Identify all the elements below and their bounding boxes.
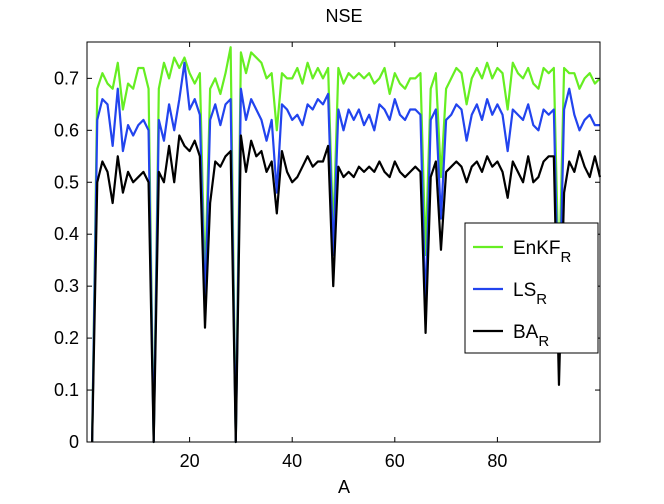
axes-box xyxy=(86,41,601,443)
legend-label-name: BA xyxy=(513,322,539,343)
y-tick-label: 0.2 xyxy=(54,328,79,348)
x-axis: 20 40 60 80 xyxy=(180,42,507,471)
legend-label-2: BAR xyxy=(513,322,549,350)
y-tick-label: 0 xyxy=(69,432,79,452)
plot-lines xyxy=(91,46,602,444)
x-tick-label: 80 xyxy=(487,451,507,471)
y-axis: 0 0.1 0.2 0.3 0.4 0.5 0.6 0.7 xyxy=(54,68,600,452)
y-tick-label: 0.5 xyxy=(54,172,79,192)
y-tick-label: 0.4 xyxy=(54,224,79,244)
x-tick-label: 20 xyxy=(180,451,200,471)
y-tick-label: 0.3 xyxy=(54,276,79,296)
y-tick-label: 0.7 xyxy=(54,68,79,88)
x-tick-label: 60 xyxy=(385,451,405,471)
legend-label-0: EnKFR xyxy=(513,238,572,266)
y-tick-label: 0.1 xyxy=(54,380,79,400)
legend-label-subscript: R xyxy=(538,333,549,350)
series-line-2 xyxy=(91,134,602,444)
legend-label-1: LSR xyxy=(513,280,547,308)
series-line-1 xyxy=(91,61,600,444)
legend-label-subscript: R xyxy=(561,249,572,266)
series-line-0 xyxy=(91,46,601,444)
legend-label-name: EnKF xyxy=(513,238,561,259)
x-axis-label: A xyxy=(338,477,350,497)
legend-label-name: LS xyxy=(513,280,536,301)
y-tick-label: 0.6 xyxy=(54,120,79,140)
x-tick-label: 40 xyxy=(282,451,302,471)
chart-title: NSE xyxy=(325,6,362,26)
legend-label-subscript: R xyxy=(536,291,547,308)
